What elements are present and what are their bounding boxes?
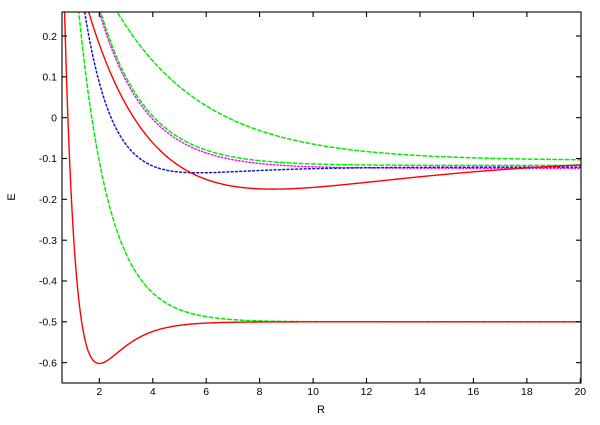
svg-text:-0.4: -0.4	[39, 276, 57, 288]
svg-text:14: 14	[414, 386, 426, 398]
svg-text:10: 10	[307, 386, 319, 398]
svg-text:-0.2: -0.2	[39, 194, 57, 206]
svg-text:-0.6: -0.6	[39, 357, 57, 369]
svg-text:E: E	[6, 193, 18, 200]
svg-text:4: 4	[150, 386, 156, 398]
svg-text:-0.5: -0.5	[39, 317, 57, 329]
svg-text:0: 0	[51, 112, 57, 124]
svg-text:20: 20	[574, 386, 586, 398]
svg-text:2: 2	[96, 386, 102, 398]
svg-text:6: 6	[203, 386, 209, 398]
svg-text:12: 12	[361, 386, 373, 398]
svg-text:0.1: 0.1	[42, 72, 57, 84]
svg-text:R: R	[317, 404, 325, 416]
svg-text:8: 8	[257, 386, 263, 398]
svg-text:16: 16	[468, 386, 480, 398]
svg-text:18: 18	[521, 386, 533, 398]
svg-text:-0.1: -0.1	[39, 153, 57, 165]
svg-text:-0.3: -0.3	[39, 235, 57, 247]
svg-text:0.2: 0.2	[42, 31, 57, 43]
